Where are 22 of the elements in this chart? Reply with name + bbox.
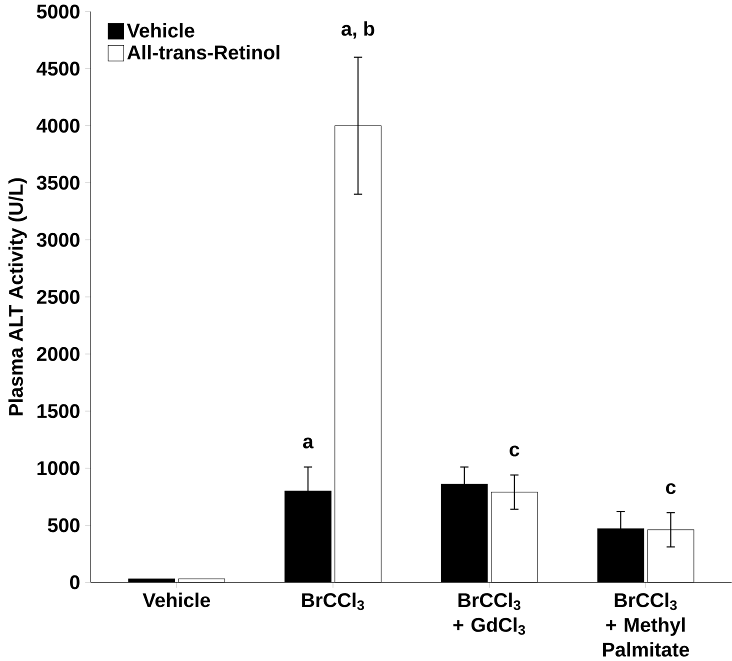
annotation: a, b — [342, 21, 374, 39]
x-tick-label: BrCCl$_{3}$ — [302, 592, 364, 610]
y-tick-label: 5000 — [36, 4, 80, 18]
y-tick-label: 0 — [70, 575, 80, 590]
y-tick-label: 500 — [48, 518, 80, 532]
y-tick-label: 4500 — [36, 62, 80, 76]
y-tick-label: 2500 — [36, 290, 80, 304]
y-tick-label: 1500 — [38, 404, 80, 418]
y-tick-label: 3000 — [36, 232, 80, 247]
x-tick-label: Vehicle — [142, 592, 210, 608]
x-tick-label: BrCCl$_{3}$ + Methyl Palmitate — [603, 592, 690, 657]
y-tick-label: 4000 — [36, 118, 80, 133]
x-tick-label: BrCCl$_{3}$ + GdCl$_{3}$ — [453, 592, 526, 635]
annotation: a — [303, 437, 314, 448]
y-tick-label: 2000 — [36, 346, 80, 361]
y-tick-label: 3500 — [36, 176, 80, 190]
annotation: c — [510, 445, 520, 456]
legend-label: Vehicle — [126, 22, 194, 38]
y-tick-label: 1000 — [38, 461, 80, 476]
annotation: c — [666, 483, 676, 494]
legend-label: All-trans-Retinol — [127, 44, 280, 60]
y-axis-title: Plasma ALT Activity (U/L) — [8, 178, 27, 416]
